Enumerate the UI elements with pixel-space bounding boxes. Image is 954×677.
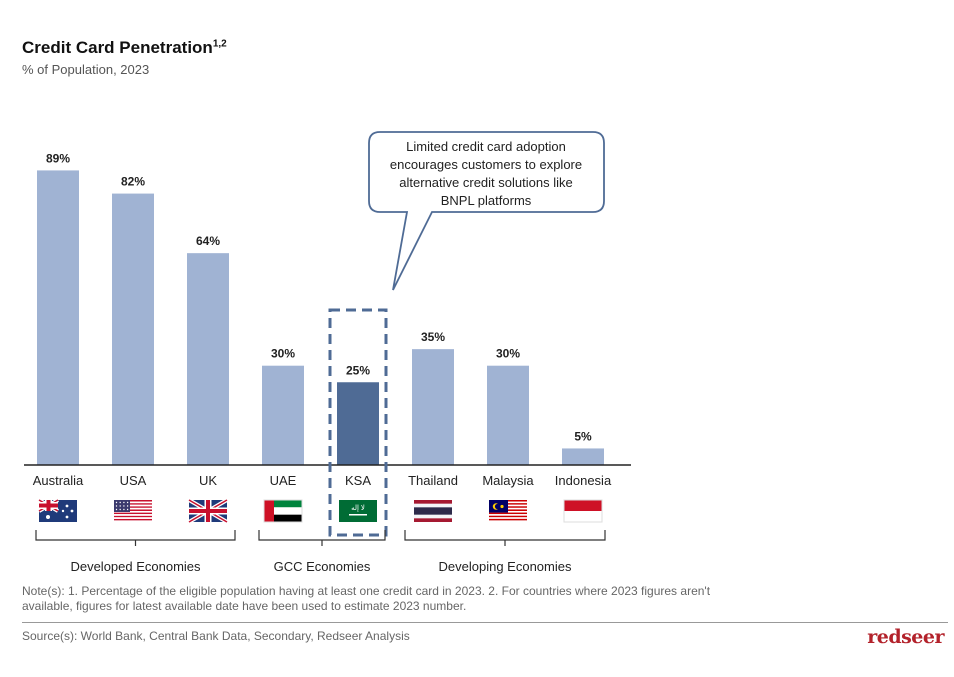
- callout-text-line: Limited credit card adoption: [406, 139, 566, 154]
- category-label: Thailand: [408, 473, 458, 488]
- group-label-developing: Developing Economies: [439, 559, 572, 574]
- bracket-gcc: [258, 530, 386, 546]
- bracket-developing: [404, 530, 606, 546]
- bar-ksa: [337, 382, 379, 465]
- value-label: 89%: [46, 151, 70, 165]
- title-superscript: 1,2: [212, 38, 227, 50]
- callout-text-line: encourages customers to explore: [390, 157, 582, 172]
- flag-indonesia-icon: [563, 499, 603, 523]
- flag-thailand-icon: [414, 500, 452, 522]
- group-label-developed: Developed Economies: [70, 559, 201, 574]
- flag-uae-icon: [263, 499, 303, 523]
- footer-divider: [22, 622, 948, 623]
- category-label: Australia: [33, 473, 84, 488]
- value-label: 35%: [421, 330, 445, 344]
- chart-title: Credit Card Penetration1,2: [22, 38, 227, 57]
- flag-uk-icon: [187, 498, 229, 524]
- value-label: 5%: [574, 429, 592, 443]
- bar-uae: [262, 365, 304, 465]
- category-label: UK: [199, 473, 217, 488]
- category-label: Indonesia: [555, 473, 612, 488]
- value-label: 25%: [346, 363, 370, 377]
- chart-subtitle: % of Population, 2023: [22, 62, 150, 77]
- value-label: 64%: [196, 234, 220, 248]
- bar-thailand: [412, 349, 454, 465]
- callout-text-line: alternative credit solutions like: [399, 175, 572, 190]
- flag-ksa-icon: لا إله: [339, 500, 377, 522]
- callout-text-line: BNPL platforms: [441, 193, 532, 208]
- group-label-gcc: GCC Economies: [274, 559, 371, 574]
- category-label: UAE: [270, 473, 297, 488]
- bracket-developed: [35, 530, 236, 546]
- value-label: 30%: [496, 347, 520, 361]
- category-label: USA: [120, 473, 147, 488]
- bar-usa: [112, 193, 154, 465]
- flag-malaysia-icon: [489, 500, 527, 522]
- callout-bubble: [368, 131, 605, 291]
- bar-australia: [37, 170, 79, 465]
- footnote: Note(s): 1. Percentage of the eligible p…: [22, 584, 711, 613]
- redseer-logo: redseer: [867, 626, 944, 648]
- bar-uk: [187, 253, 229, 465]
- source-text: Source(s): World Bank, Central Bank Data…: [22, 629, 410, 643]
- svg-text:لا إله: لا إله: [351, 505, 365, 512]
- category-label: KSA: [345, 473, 371, 488]
- bar-malaysia: [487, 365, 529, 465]
- category-label: Malaysia: [482, 473, 534, 488]
- highlight-box: [328, 308, 388, 537]
- bar-chart: 89% Australia 82% USA 64% UK 30% UAE 25% KSA 35% Th…: [24, 131, 631, 574]
- value-label: 82%: [121, 175, 145, 189]
- flag-usa-icon: [114, 500, 152, 522]
- bar-indonesia: [562, 448, 604, 465]
- flag-australia-icon: [37, 498, 77, 522]
- value-label: 30%: [271, 347, 295, 361]
